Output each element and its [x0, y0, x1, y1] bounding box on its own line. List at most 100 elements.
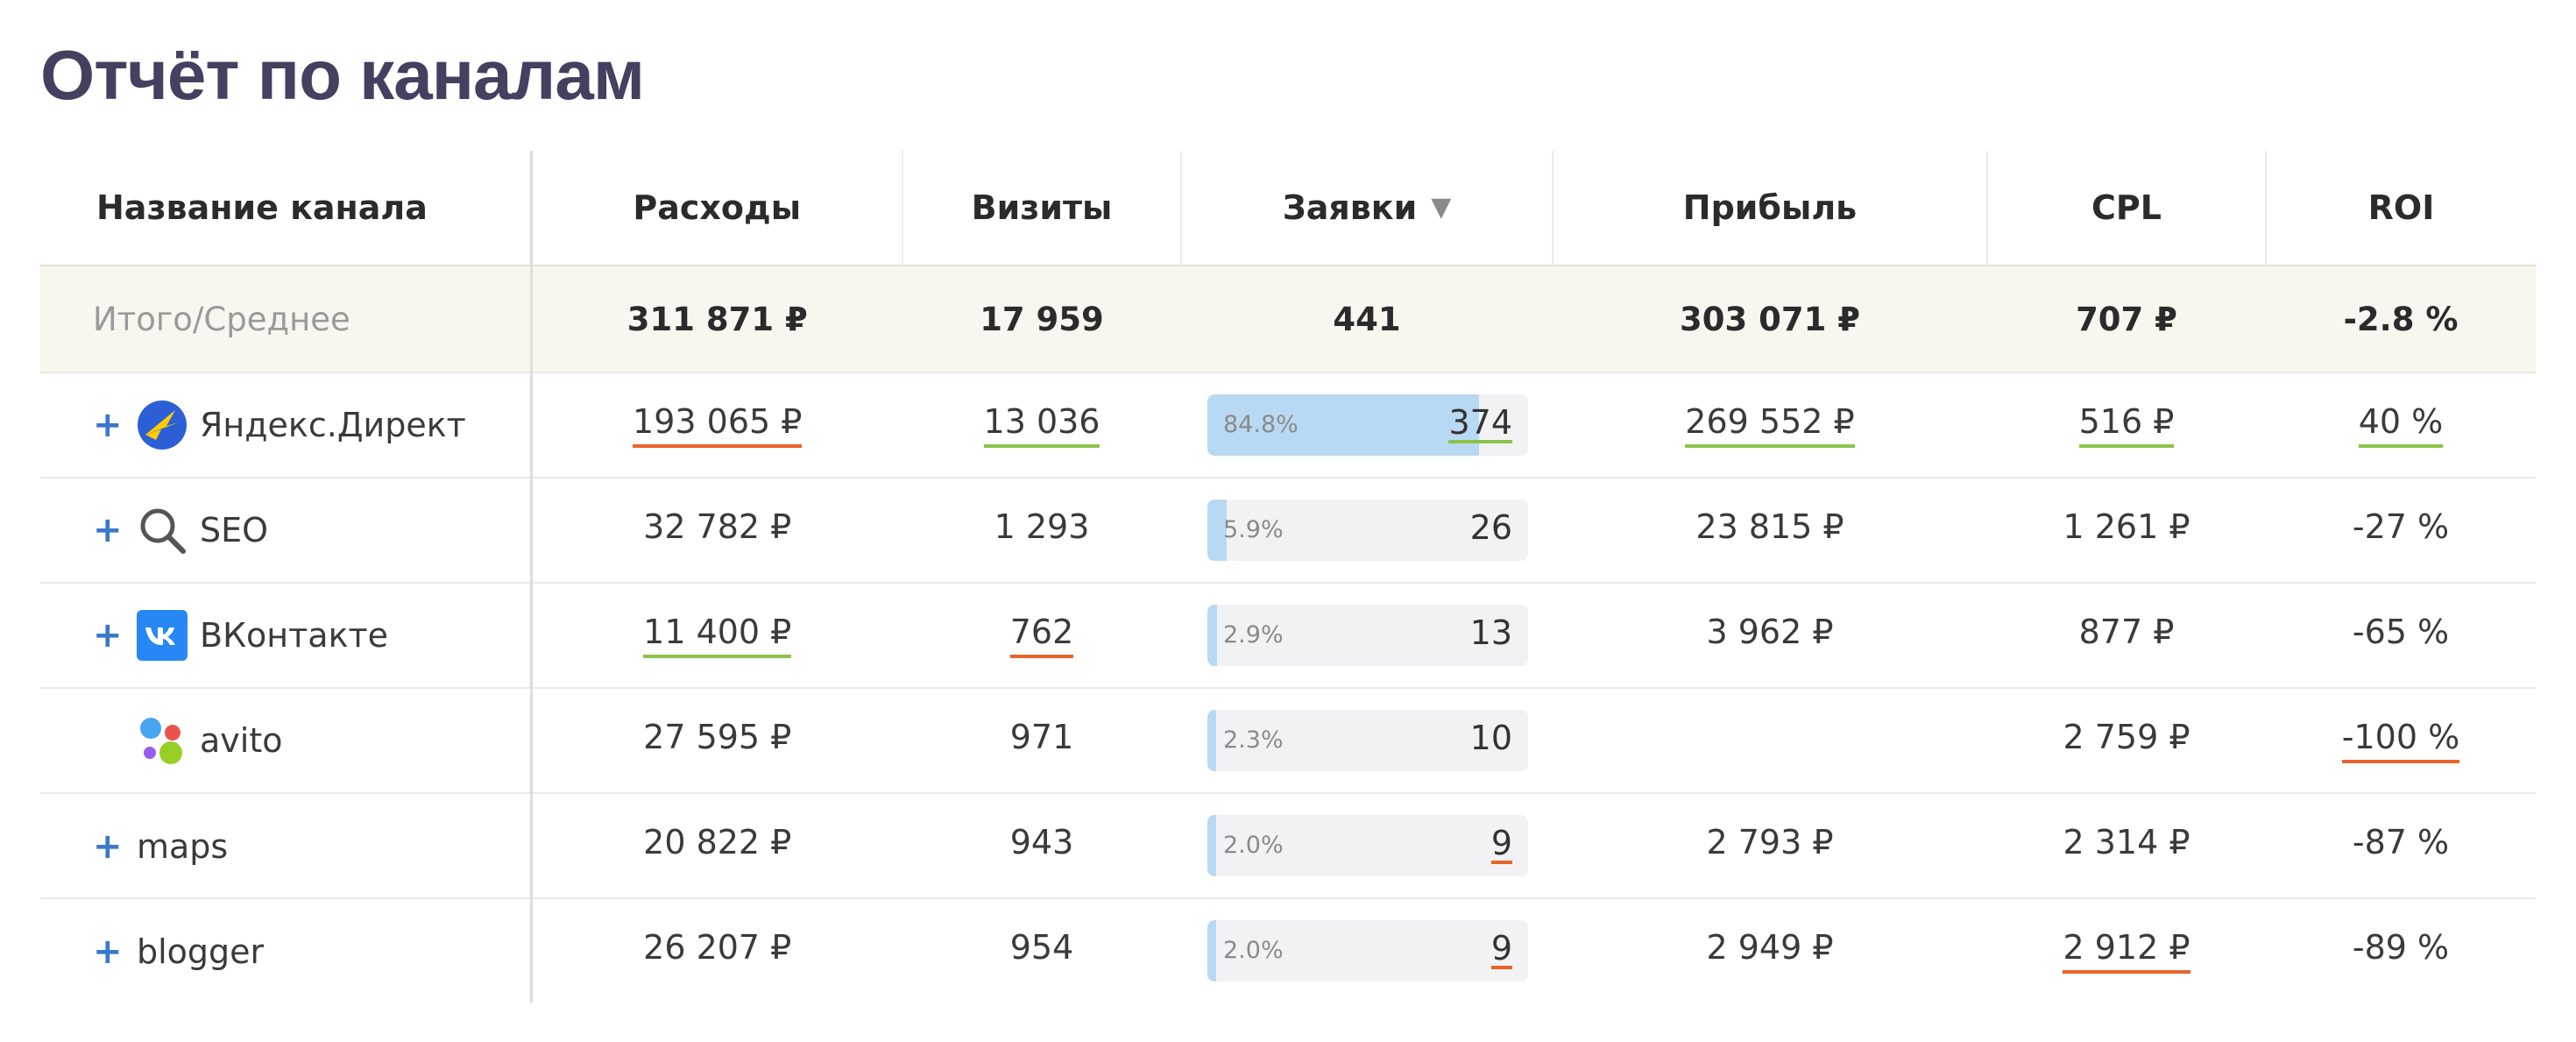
- visits-value: 954: [1009, 928, 1074, 967]
- leads-count: 10: [1470, 720, 1512, 759]
- cpl-cell: 516 ₽: [1987, 372, 2266, 478]
- table-row[interactable]: + SEO 32 782 ₽ 1 293 5.9% 26 23 815 ₽ 1 261 ₽ -2…: [40, 477, 2536, 583]
- table-row[interactable]: + Яндекс.Директ 193 065 ₽ 13 036 84.8% 374 269…: [40, 372, 2536, 478]
- column-header-visits[interactable]: Визиты: [902, 151, 1181, 266]
- leads-cell: 2.0% 9: [1181, 792, 1553, 898]
- visits-cell: 954: [902, 897, 1181, 1003]
- leads-count: 13: [1470, 615, 1512, 654]
- leads-cell: 2.3% 10: [1181, 687, 1553, 793]
- table-row[interactable]: + ВКонтакте 11 400 ₽ 762 2.9% 13 3 962 ₽ 877 ₽ -…: [40, 582, 2536, 688]
- channel-name-cell: + blogger: [40, 897, 531, 1003]
- avito-icon: [137, 715, 188, 766]
- visits-cell: 943: [902, 792, 1181, 898]
- leads-count: 26: [1470, 510, 1512, 549]
- channel-name[interactable]: Яндекс.Директ: [200, 406, 466, 444]
- profit-value: 3 962 ₽: [1706, 613, 1834, 651]
- leads-value: 26: [1469, 508, 1512, 547]
- yandex-direct-icon: [137, 400, 188, 450]
- expand-plus-icon[interactable]: +: [93, 405, 123, 445]
- profit-value: 2 949 ₽: [1706, 928, 1834, 967]
- leads-share-bar: 5.9% 26: [1207, 500, 1528, 561]
- column-header-profit[interactable]: Прибыль: [1552, 151, 1987, 266]
- leads-share-bar-fill: [1207, 394, 1480, 456]
- leads-share-percent: 2.0%: [1223, 832, 1284, 859]
- roi-value: -65 %: [2352, 613, 2450, 651]
- expand-plus-icon[interactable]: +: [93, 510, 123, 550]
- channel-name[interactable]: avito: [200, 721, 283, 760]
- profit-cell: 2 793 ₽: [1553, 792, 1987, 898]
- visits-value: 1 293: [994, 507, 1090, 546]
- visits-cell: 762: [902, 582, 1181, 688]
- profit-cell: 23 815 ₽: [1553, 477, 1987, 583]
- channel-name[interactable]: maps: [137, 826, 229, 866]
- channels-report-table: Название канала Расходы Визиты Заявки ▼ П…: [40, 151, 2536, 1003]
- table-row[interactable]: avito 27 595 ₽ 971 2.3% 10 2 759 ₽ -100 %: [40, 687, 2536, 793]
- roi-cell: 40 %: [2266, 372, 2536, 478]
- cpl-cell: 2 759 ₽: [1987, 687, 2266, 793]
- channel-name[interactable]: ВКонтакте: [200, 616, 389, 655]
- visits-value[interactable]: 13 036: [983, 402, 1100, 448]
- cpl-value[interactable]: 516 ₽: [2078, 402, 2175, 448]
- column-header-leads[interactable]: Заявки ▼: [1180, 151, 1553, 266]
- channel-name[interactable]: blogger: [137, 932, 265, 971]
- cost-value: 27 595 ₽: [643, 718, 792, 756]
- column-header-name[interactable]: Название канала: [40, 151, 531, 266]
- expand-plus-icon[interactable]: +: [93, 931, 123, 972]
- visits-cell: 13 036: [902, 372, 1181, 478]
- leads-value: 10: [1469, 719, 1512, 757]
- expand-plus-icon[interactable]: +: [93, 826, 123, 867]
- leads-count: 374: [1448, 405, 1512, 443]
- leads-value[interactable]: 9: [1490, 929, 1512, 969]
- visits-value: 943: [1009, 823, 1074, 861]
- cost-cell: 20 822 ₽: [529, 792, 902, 898]
- totals-cost: 311 871 ₽: [529, 265, 902, 372]
- leads-value[interactable]: 9: [1490, 824, 1512, 864]
- leads-share-bar: 2.9% 13: [1207, 605, 1528, 666]
- leads-share-percent: 2.3%: [1223, 727, 1284, 754]
- leads-share-bar-fill: [1207, 710, 1217, 771]
- cost-value[interactable]: 11 400 ₽: [643, 613, 792, 658]
- column-header-label: Название канала: [96, 188, 428, 227]
- column-header-cpl[interactable]: CPL: [1986, 151, 2266, 266]
- profit-cell: 3 962 ₽: [1553, 582, 1987, 688]
- cost-cell: 32 782 ₽: [529, 477, 902, 583]
- totals-leads: 441: [1181, 265, 1553, 372]
- totals-visits: 17 959: [902, 265, 1181, 372]
- roi-value[interactable]: 40 %: [2358, 402, 2444, 448]
- profit-value[interactable]: 269 552 ₽: [1685, 402, 1855, 448]
- column-header-roi[interactable]: ROI: [2265, 151, 2536, 266]
- leads-cell: 5.9% 26: [1181, 477, 1553, 583]
- visits-cell: 1 293: [902, 477, 1181, 583]
- sort-desc-icon[interactable]: ▼: [1431, 192, 1452, 223]
- leads-share-percent: 84.8%: [1223, 411, 1299, 438]
- table-row[interactable]: + blogger 26 207 ₽ 954 2.0% 9 2 949 ₽ 2 912 ₽ -8…: [40, 897, 2536, 1003]
- totals-roi: -2.8 %: [2266, 265, 2536, 372]
- visits-value[interactable]: 762: [1009, 613, 1074, 658]
- roi-cell: -65 %: [2266, 582, 2536, 688]
- profit-cell: [1553, 687, 1987, 793]
- channel-name-cell: + maps: [40, 792, 531, 898]
- column-header-label: ROI: [2367, 188, 2435, 227]
- vk-icon: [137, 610, 188, 661]
- roi-cell: -100 %: [2266, 687, 2536, 793]
- cost-value: 26 207 ₽: [643, 928, 792, 967]
- cpl-value[interactable]: 2 912 ₽: [2063, 928, 2190, 974]
- roi-value[interactable]: -100 %: [2341, 718, 2460, 763]
- profit-value: 2 793 ₽: [1706, 823, 1834, 861]
- roi-cell: -87 %: [2266, 792, 2536, 898]
- roi-value: -87 %: [2352, 823, 2450, 861]
- column-header-cost[interactable]: Расходы: [529, 151, 902, 266]
- leads-value[interactable]: 374: [1448, 403, 1512, 443]
- channel-name[interactable]: SEO: [200, 511, 269, 549]
- leads-share-bar: 84.8% 374: [1207, 394, 1528, 456]
- column-header-label: Прибыль: [1682, 188, 1858, 227]
- roi-cell: -89 %: [2266, 897, 2536, 1003]
- leads-share-percent: 2.0%: [1223, 937, 1284, 964]
- roi-value: -89 %: [2352, 928, 2450, 967]
- cpl-cell: 1 261 ₽: [1987, 477, 2266, 583]
- expand-plus-icon[interactable]: +: [93, 615, 123, 656]
- cost-value[interactable]: 193 065 ₽: [633, 402, 803, 448]
- cost-value: 32 782 ₽: [643, 507, 792, 546]
- table-row[interactable]: + maps 20 822 ₽ 943 2.0% 9 2 793 ₽ 2 314 ₽ -87 %: [40, 792, 2536, 898]
- roi-cell: -27 %: [2266, 477, 2536, 583]
